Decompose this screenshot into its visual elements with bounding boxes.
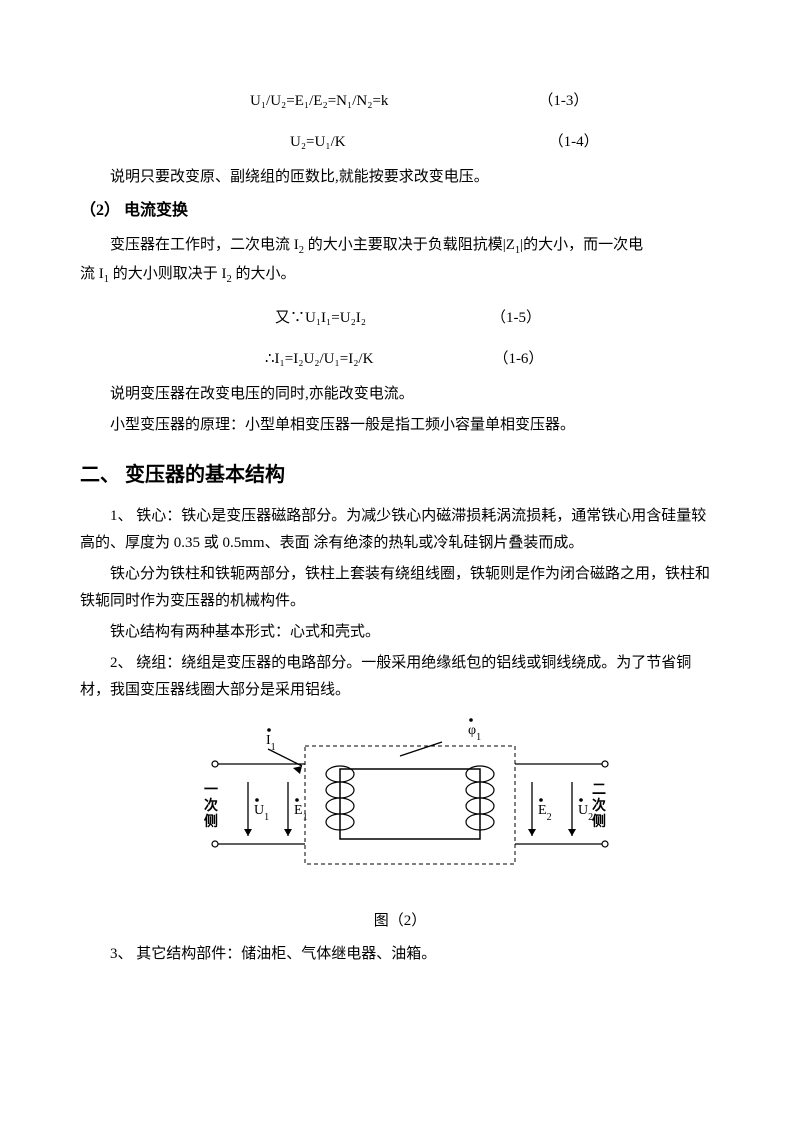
paragraph-other-parts: 3、 其它结构部件：储油柜、气体继电器、油箱。	[80, 941, 720, 968]
text-run: 的大小则取决于 I	[109, 266, 227, 282]
paragraph-core-3: 铁心结构有两种基本形式：心式和壳式。	[80, 619, 720, 646]
svg-text:U1: U1	[254, 803, 269, 823]
equation-1-5: 又∵U₁I₁=U₂I₂ （1-5）	[80, 305, 720, 332]
paragraph-winding: 2、 绕组：绕组是变压器的电路部分。一般采用绝缘纸包的铝线或铜线绕成。为了节省铜…	[80, 650, 720, 704]
equation-1-3: U₁/U₂=E₁/E₂=N₁/N₂=k （1-3）	[80, 88, 720, 115]
eq-formula: U₂=U₁/K	[290, 129, 346, 156]
eq-label: （1-6）	[493, 346, 543, 373]
svg-text:I1: I1	[266, 733, 276, 753]
text-run: 的大小主要取决于负载阻抗模|Z	[304, 237, 515, 253]
eq-label: （1-4）	[549, 129, 599, 156]
eq-label: （1-3）	[538, 88, 588, 115]
equation-block-1: U₁/U₂=E₁/E₂=N₁/N₂=k （1-3） U₂=U₁/K （1-4）	[80, 88, 720, 156]
text-run: 流 I	[80, 266, 104, 282]
paragraph-core-1: 1、 铁心：铁心是变压器磁路部分。为减少铁心内磁滞损耗涡流损耗，通常铁心用含硅量…	[80, 503, 720, 557]
equation-1-6: ∴I₁=I₂U₂/U₁=I₂/K （1-6）	[80, 346, 720, 373]
text-run: 的大小。	[232, 266, 296, 282]
svg-text:E2: E2	[538, 803, 552, 823]
eq-label: （1-5）	[491, 305, 541, 332]
paragraph-current-1: 变压器在工作时，二次电流 I2 的大小主要取决于负载阻抗模|Z1|的大小，而一次…	[80, 232, 720, 261]
paragraph-small-transformer: 小型变压器的原理：小型单相变压器一般是指工频小容量单相变压器。	[80, 412, 720, 439]
text-run: |的大小，而一次电	[520, 237, 643, 253]
svg-text:侧: 侧	[592, 813, 606, 830]
paragraph-current-1b: 流 I1 的大小则取决于 I2 的大小。	[80, 261, 720, 290]
svg-text:一: 一	[204, 783, 218, 798]
figure-caption: 图（2）	[80, 908, 720, 935]
paragraph-explain-current: 说明变压器在改变电压的同时,亦能改变电流。	[80, 381, 720, 408]
heading-structure: 二、 变压器的基本结构	[80, 457, 720, 493]
svg-text:次: 次	[204, 797, 218, 814]
svg-text:侧: 侧	[204, 813, 218, 830]
equation-block-2: 又∵U₁I₁=U₂I₂ （1-5） ∴I₁=I₂U₂/U₁=I₂/K （1-6）	[80, 305, 720, 373]
paragraph-explain-voltage: 说明只要改变原、副绕组的匝数比,就能按要求改变电压。	[80, 164, 720, 191]
equation-1-4: U₂=U₁/K （1-4）	[80, 129, 720, 156]
subheading-current-transform: （2） 电流变换	[80, 197, 720, 226]
paragraph-core-2: 铁心分为铁柱和铁轭两部分，铁柱上套装有绕组线圈，铁轭则是作为闭合磁路之用，铁柱和…	[80, 561, 720, 615]
eq-formula: ∴I₁=I₂U₂/U₁=I₂/K	[265, 346, 373, 373]
eq-formula: 又∵U₁I₁=U₂I₂	[275, 305, 366, 332]
text-run: 变压器在工作时，二次电流 I	[110, 237, 299, 253]
transformer-diagram: φ1I1U1E1E2U2一次侧二次侧	[190, 714, 610, 894]
svg-text:φ1: φ1	[468, 723, 481, 743]
svg-text:二: 二	[592, 783, 606, 798]
svg-text:E1: E1	[294, 803, 308, 823]
figure-transformer: φ1I1U1E1E2U2一次侧二次侧	[80, 714, 720, 904]
svg-text:次: 次	[592, 797, 606, 814]
svg-text:U2: U2	[578, 803, 593, 823]
eq-formula: U₁/U₂=E₁/E₂=N₁/N₂=k	[250, 88, 388, 115]
